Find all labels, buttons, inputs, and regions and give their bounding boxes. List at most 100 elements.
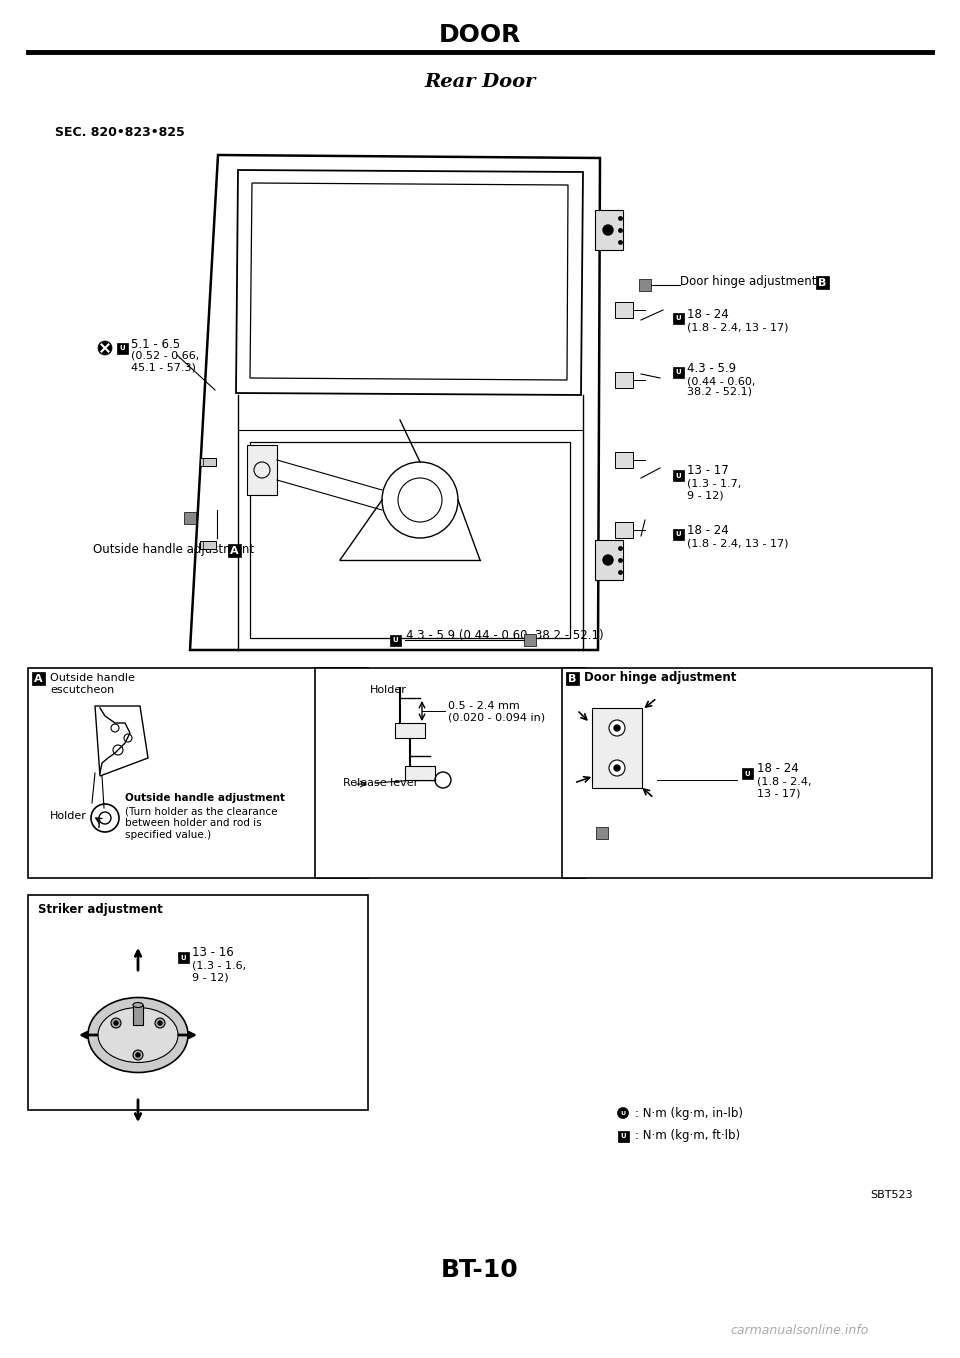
Text: B: B bbox=[818, 277, 827, 288]
Circle shape bbox=[133, 1050, 143, 1061]
Text: Door hinge adjustment: Door hinge adjustment bbox=[680, 276, 817, 288]
Text: DOOR: DOOR bbox=[439, 23, 521, 48]
Text: 13 - 17): 13 - 17) bbox=[757, 788, 801, 799]
Text: 0.5 - 2.4 mm: 0.5 - 2.4 mm bbox=[448, 701, 519, 712]
Bar bbox=[595, 540, 623, 580]
Text: U: U bbox=[675, 473, 681, 478]
Bar bbox=[639, 278, 651, 291]
Bar bbox=[178, 952, 188, 963]
Text: (1.8 - 2.4, 13 - 17): (1.8 - 2.4, 13 - 17) bbox=[687, 322, 788, 331]
Circle shape bbox=[614, 765, 620, 771]
Text: (1.8 - 2.4,: (1.8 - 2.4, bbox=[757, 775, 811, 786]
Circle shape bbox=[609, 720, 625, 736]
Text: 45.1 - 57.3): 45.1 - 57.3) bbox=[131, 363, 196, 372]
Bar bbox=[615, 452, 633, 469]
Bar bbox=[673, 312, 684, 323]
Bar bbox=[184, 512, 196, 524]
Text: U: U bbox=[180, 955, 186, 960]
Bar bbox=[592, 708, 642, 788]
Circle shape bbox=[614, 725, 620, 731]
Bar bbox=[596, 827, 608, 839]
Text: BT-10: BT-10 bbox=[442, 1258, 518, 1282]
Bar bbox=[615, 521, 633, 538]
Text: Outside handle adjustment: Outside handle adjustment bbox=[125, 793, 285, 803]
Text: : N·m (kg·m, in‐lb): : N·m (kg·m, in‐lb) bbox=[635, 1107, 743, 1119]
Text: 18 - 24: 18 - 24 bbox=[687, 523, 729, 536]
Circle shape bbox=[136, 1052, 140, 1057]
Bar bbox=[228, 545, 241, 557]
Bar bbox=[816, 276, 829, 289]
Text: 9 - 12): 9 - 12) bbox=[687, 490, 724, 500]
Ellipse shape bbox=[88, 998, 188, 1073]
Bar bbox=[595, 210, 623, 250]
Text: 38.2 - 52.1): 38.2 - 52.1) bbox=[687, 387, 752, 397]
Text: between holder and rod is: between holder and rod is bbox=[125, 818, 262, 828]
Bar bbox=[28, 895, 368, 1109]
Bar bbox=[116, 342, 128, 353]
Text: 13 - 16: 13 - 16 bbox=[192, 947, 233, 960]
Bar bbox=[615, 372, 633, 388]
Bar bbox=[133, 1005, 143, 1025]
Text: 13 - 17: 13 - 17 bbox=[687, 464, 729, 478]
Bar bbox=[200, 458, 216, 466]
Text: Release lever: Release lever bbox=[343, 778, 419, 788]
Circle shape bbox=[609, 760, 625, 775]
Text: U: U bbox=[620, 1111, 626, 1116]
Text: U: U bbox=[675, 531, 681, 538]
Circle shape bbox=[111, 1018, 121, 1028]
Circle shape bbox=[98, 341, 112, 354]
Text: U: U bbox=[119, 345, 125, 352]
Text: U: U bbox=[393, 637, 397, 644]
Text: 4.3 - 5.9 (0.44 - 0.60, 38.2 - 52.1): 4.3 - 5.9 (0.44 - 0.60, 38.2 - 52.1) bbox=[406, 630, 604, 642]
Text: (1.3 - 1.6,: (1.3 - 1.6, bbox=[192, 960, 246, 970]
Bar bbox=[32, 672, 45, 684]
Bar bbox=[562, 668, 932, 879]
Circle shape bbox=[617, 1108, 629, 1119]
Text: SEC. 820•823•825: SEC. 820•823•825 bbox=[55, 125, 184, 139]
Bar bbox=[615, 301, 633, 318]
Ellipse shape bbox=[133, 1002, 143, 1008]
Text: Outside handle adjustment: Outside handle adjustment bbox=[93, 543, 254, 557]
Bar bbox=[315, 668, 585, 879]
Text: : N·m (kg·m, ft·lb): : N·m (kg·m, ft·lb) bbox=[635, 1130, 740, 1142]
Bar bbox=[566, 672, 579, 684]
Bar bbox=[200, 540, 216, 549]
Circle shape bbox=[603, 555, 613, 565]
Bar bbox=[673, 367, 684, 378]
Text: U: U bbox=[675, 369, 681, 376]
Circle shape bbox=[155, 1018, 165, 1028]
Text: (Turn holder as the clearance: (Turn holder as the clearance bbox=[125, 807, 277, 816]
Ellipse shape bbox=[98, 1008, 178, 1062]
Text: (1.3 - 1.7,: (1.3 - 1.7, bbox=[687, 479, 741, 489]
Text: (0.020 - 0.094 in): (0.020 - 0.094 in) bbox=[448, 713, 545, 722]
Text: 18 - 24: 18 - 24 bbox=[757, 762, 799, 774]
Text: 4.3 - 5.9: 4.3 - 5.9 bbox=[687, 361, 736, 375]
Text: 18 - 24: 18 - 24 bbox=[687, 307, 729, 320]
Text: U: U bbox=[744, 770, 750, 777]
Text: Outside handle: Outside handle bbox=[50, 674, 134, 683]
Bar bbox=[673, 470, 684, 481]
Bar bbox=[673, 528, 684, 539]
Bar bbox=[395, 722, 425, 737]
Circle shape bbox=[603, 225, 613, 235]
Bar bbox=[405, 766, 435, 779]
Circle shape bbox=[158, 1021, 162, 1025]
Text: B: B bbox=[568, 674, 577, 683]
Text: (1.8 - 2.4, 13 - 17): (1.8 - 2.4, 13 - 17) bbox=[687, 538, 788, 549]
Text: Rear Door: Rear Door bbox=[424, 73, 536, 91]
Text: (0.44 - 0.60,: (0.44 - 0.60, bbox=[687, 376, 756, 386]
Bar bbox=[28, 668, 368, 879]
Text: specified value.): specified value.) bbox=[125, 830, 211, 841]
Text: Holder: Holder bbox=[370, 684, 407, 695]
Text: U: U bbox=[620, 1134, 626, 1139]
Text: Holder: Holder bbox=[50, 811, 86, 822]
Text: carmanualsonline.info: carmanualsonline.info bbox=[730, 1324, 868, 1336]
Bar bbox=[247, 445, 277, 496]
Text: 9 - 12): 9 - 12) bbox=[192, 972, 228, 982]
Text: SBT523: SBT523 bbox=[870, 1190, 913, 1200]
Text: Striker adjustment: Striker adjustment bbox=[38, 903, 163, 917]
Text: Door hinge adjustment: Door hinge adjustment bbox=[584, 671, 736, 684]
Text: 5.1 - 6.5: 5.1 - 6.5 bbox=[131, 338, 180, 350]
Bar bbox=[390, 634, 400, 645]
Bar bbox=[617, 1130, 629, 1142]
